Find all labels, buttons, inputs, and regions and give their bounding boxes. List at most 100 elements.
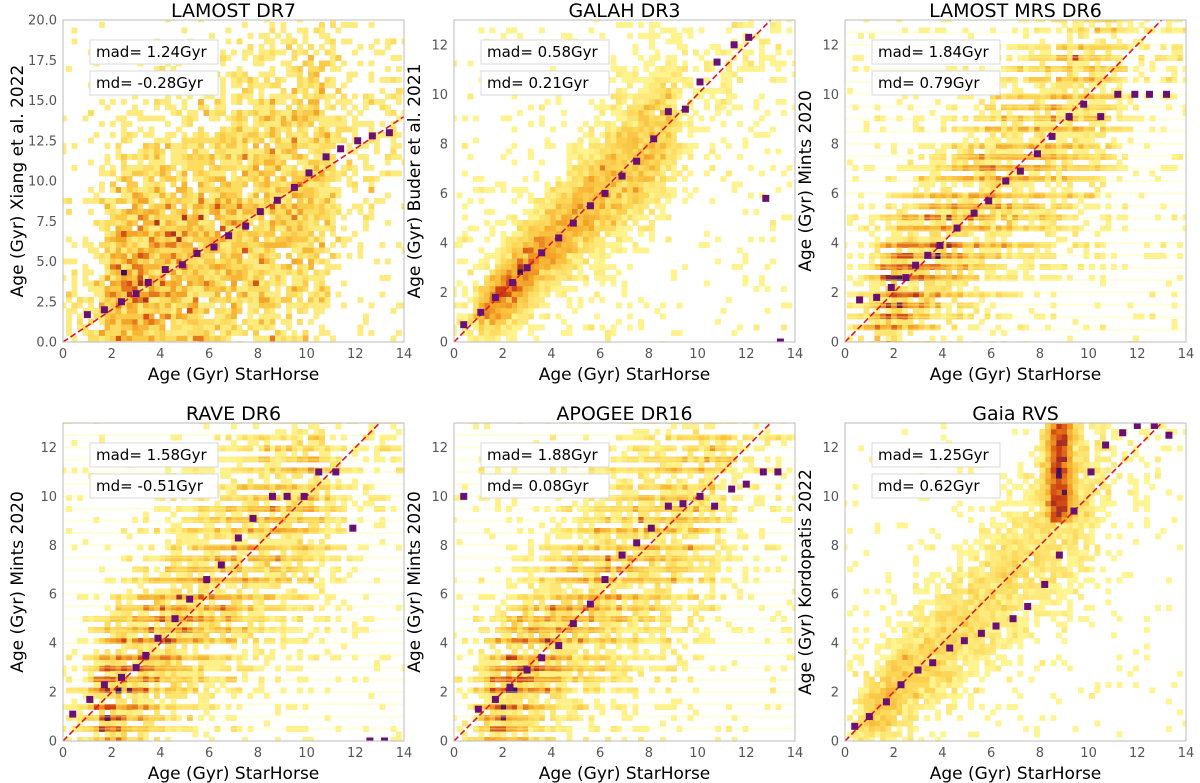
density-cell	[143, 302, 149, 309]
density-cell	[302, 132, 309, 138]
density-cell	[1039, 242, 1046, 248]
density-cell	[258, 159, 265, 166]
density-cell	[665, 187, 672, 193]
density-cell	[951, 275, 958, 281]
density-cell	[583, 236, 589, 243]
density-cell	[1039, 38, 1046, 45]
density-cell	[115, 247, 122, 254]
density-cell	[231, 77, 237, 83]
density-cell	[1171, 27, 1178, 34]
density-cell	[845, 242, 848, 248]
density-cell	[1045, 49, 1051, 56]
density-cell	[687, 148, 694, 155]
density-cell	[236, 242, 243, 248]
density-cell	[264, 121, 270, 127]
density-cell	[253, 176, 259, 182]
density-cell	[918, 214, 925, 221]
median-point	[1002, 177, 1010, 185]
density-cell	[253, 308, 259, 314]
density-cell	[104, 319, 111, 325]
density-cell	[308, 99, 314, 105]
density-layer	[845, 20, 1186, 342]
density-cell	[506, 258, 512, 265]
density-cell	[66, 297, 72, 303]
density-cell	[247, 242, 254, 248]
density-cell	[297, 280, 303, 287]
density-cell	[539, 209, 545, 215]
density-cell	[198, 335, 204, 342]
density-cell	[264, 143, 270, 149]
density-cell	[170, 302, 177, 309]
density-cell	[583, 176, 589, 182]
density-cell	[775, 22, 782, 28]
density-cell	[302, 49, 309, 56]
density-cell	[154, 264, 160, 270]
density-cell	[649, 154, 655, 160]
density-cell	[929, 214, 936, 221]
density-cell	[605, 104, 611, 111]
density-cell	[1089, 137, 1095, 144]
density-cell	[715, 319, 721, 325]
density-cell	[588, 324, 595, 331]
density-cell	[517, 242, 523, 248]
density-cell	[198, 170, 204, 177]
density-cell	[181, 187, 188, 193]
density-cell	[324, 176, 331, 182]
density-cell	[198, 330, 204, 336]
density-cell	[1078, 192, 1084, 199]
density-cell	[1017, 121, 1024, 127]
density-cell	[1171, 165, 1178, 171]
density-cell	[88, 198, 94, 204]
density-cell	[467, 313, 474, 320]
density-cell	[214, 269, 221, 276]
density-cell	[93, 192, 100, 199]
density-cell	[544, 209, 551, 215]
density-cell	[621, 247, 628, 254]
density-cell	[885, 264, 892, 270]
density-cell	[1034, 242, 1040, 248]
density-cell	[671, 330, 677, 336]
density-cell	[896, 335, 903, 342]
density-cell	[594, 220, 600, 226]
density-cell	[984, 247, 991, 254]
density-cell	[454, 291, 457, 298]
density-cell	[990, 203, 996, 210]
density-cell	[99, 253, 105, 259]
density-cell	[880, 291, 886, 298]
density-cell	[1017, 225, 1024, 232]
density-cell	[126, 264, 133, 270]
density-cell	[1133, 77, 1139, 83]
density-cell	[770, 220, 776, 226]
density-cell	[522, 286, 529, 292]
density-cell	[792, 60, 795, 67]
density-cell	[605, 176, 611, 182]
density-cell	[236, 126, 243, 133]
density-cell	[583, 225, 589, 232]
density-cell	[533, 176, 540, 182]
density-cell	[539, 203, 545, 210]
density-cell	[748, 192, 754, 199]
density-cell	[1056, 20, 1062, 23]
density-cell	[121, 220, 127, 226]
density-cell	[203, 253, 210, 259]
density-cell	[588, 236, 595, 243]
density-cell	[302, 126, 309, 133]
density-cell	[1028, 93, 1035, 100]
density-cell	[594, 214, 600, 221]
density-cell	[1034, 170, 1040, 177]
density-cell	[583, 159, 589, 166]
density-cell	[896, 330, 903, 336]
density-cell	[187, 198, 193, 204]
density-cell	[396, 242, 402, 248]
density-cell	[935, 258, 941, 265]
density-cell	[473, 319, 479, 325]
density-cell	[308, 236, 314, 243]
density-cell	[115, 154, 122, 160]
density-cell	[225, 38, 232, 45]
density-cell	[1089, 154, 1095, 160]
density-cell	[506, 330, 512, 336]
density-cell	[561, 286, 567, 292]
density-cell	[935, 170, 941, 177]
density-cell	[1056, 66, 1062, 72]
density-cell	[253, 159, 259, 166]
